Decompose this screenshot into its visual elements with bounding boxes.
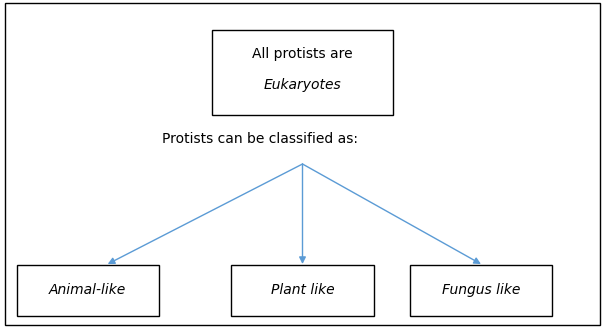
Text: All protists are: All protists are bbox=[252, 47, 353, 61]
FancyBboxPatch shape bbox=[212, 30, 393, 115]
Text: Fungus like: Fungus like bbox=[442, 283, 520, 297]
FancyBboxPatch shape bbox=[231, 265, 373, 316]
Text: Animal-like: Animal-like bbox=[49, 283, 126, 297]
FancyBboxPatch shape bbox=[410, 265, 552, 316]
Text: Protists can be classified as:: Protists can be classified as: bbox=[162, 133, 358, 146]
Text: Eukaryotes: Eukaryotes bbox=[264, 78, 341, 92]
FancyBboxPatch shape bbox=[16, 265, 159, 316]
Text: Plant like: Plant like bbox=[270, 283, 335, 297]
